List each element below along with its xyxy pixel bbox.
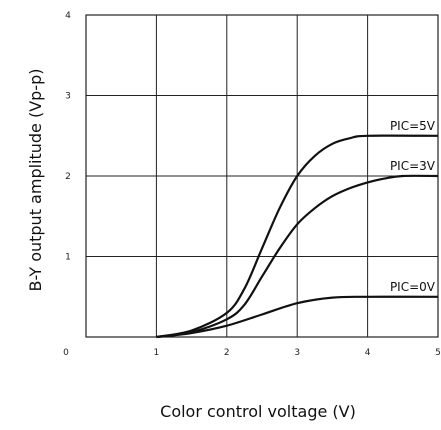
series-group <box>156 134 439 339</box>
x-tick-label: 1 <box>154 348 160 358</box>
y-tick-label: 2 <box>65 172 71 182</box>
x-tick-label: 5 <box>435 348 441 358</box>
x-tick-label: 2 <box>224 348 230 358</box>
series-labels: PIC=5V PIC=3V PIC=0V <box>390 119 436 294</box>
x-axis-title: Color control voltage (V) <box>160 402 356 421</box>
tick-labels: 0 1 2 3 4 5 1 2 3 4 <box>63 11 441 358</box>
series-label-pic-3v: PIC=3V <box>390 159 436 173</box>
series-line-pic-0v <box>156 295 439 339</box>
x-tick-label: 4 <box>365 348 371 358</box>
y-tick-label: 1 <box>65 253 71 263</box>
y-tick-label: 4 <box>65 11 71 21</box>
series-line-pic-5v <box>156 134 439 339</box>
series-label-pic-0v: PIC=0V <box>390 280 436 294</box>
grid <box>85 14 439 338</box>
x-tick-label: 3 <box>294 348 300 358</box>
y-tick-label: 3 <box>65 92 71 102</box>
x-tick-label: 0 <box>63 348 69 358</box>
y-axis-title: B-Y output amplitude (Vp-p) <box>26 68 45 291</box>
series-line-pic-3v <box>156 174 439 339</box>
series-label-pic-5v: PIC=5V <box>390 119 436 133</box>
